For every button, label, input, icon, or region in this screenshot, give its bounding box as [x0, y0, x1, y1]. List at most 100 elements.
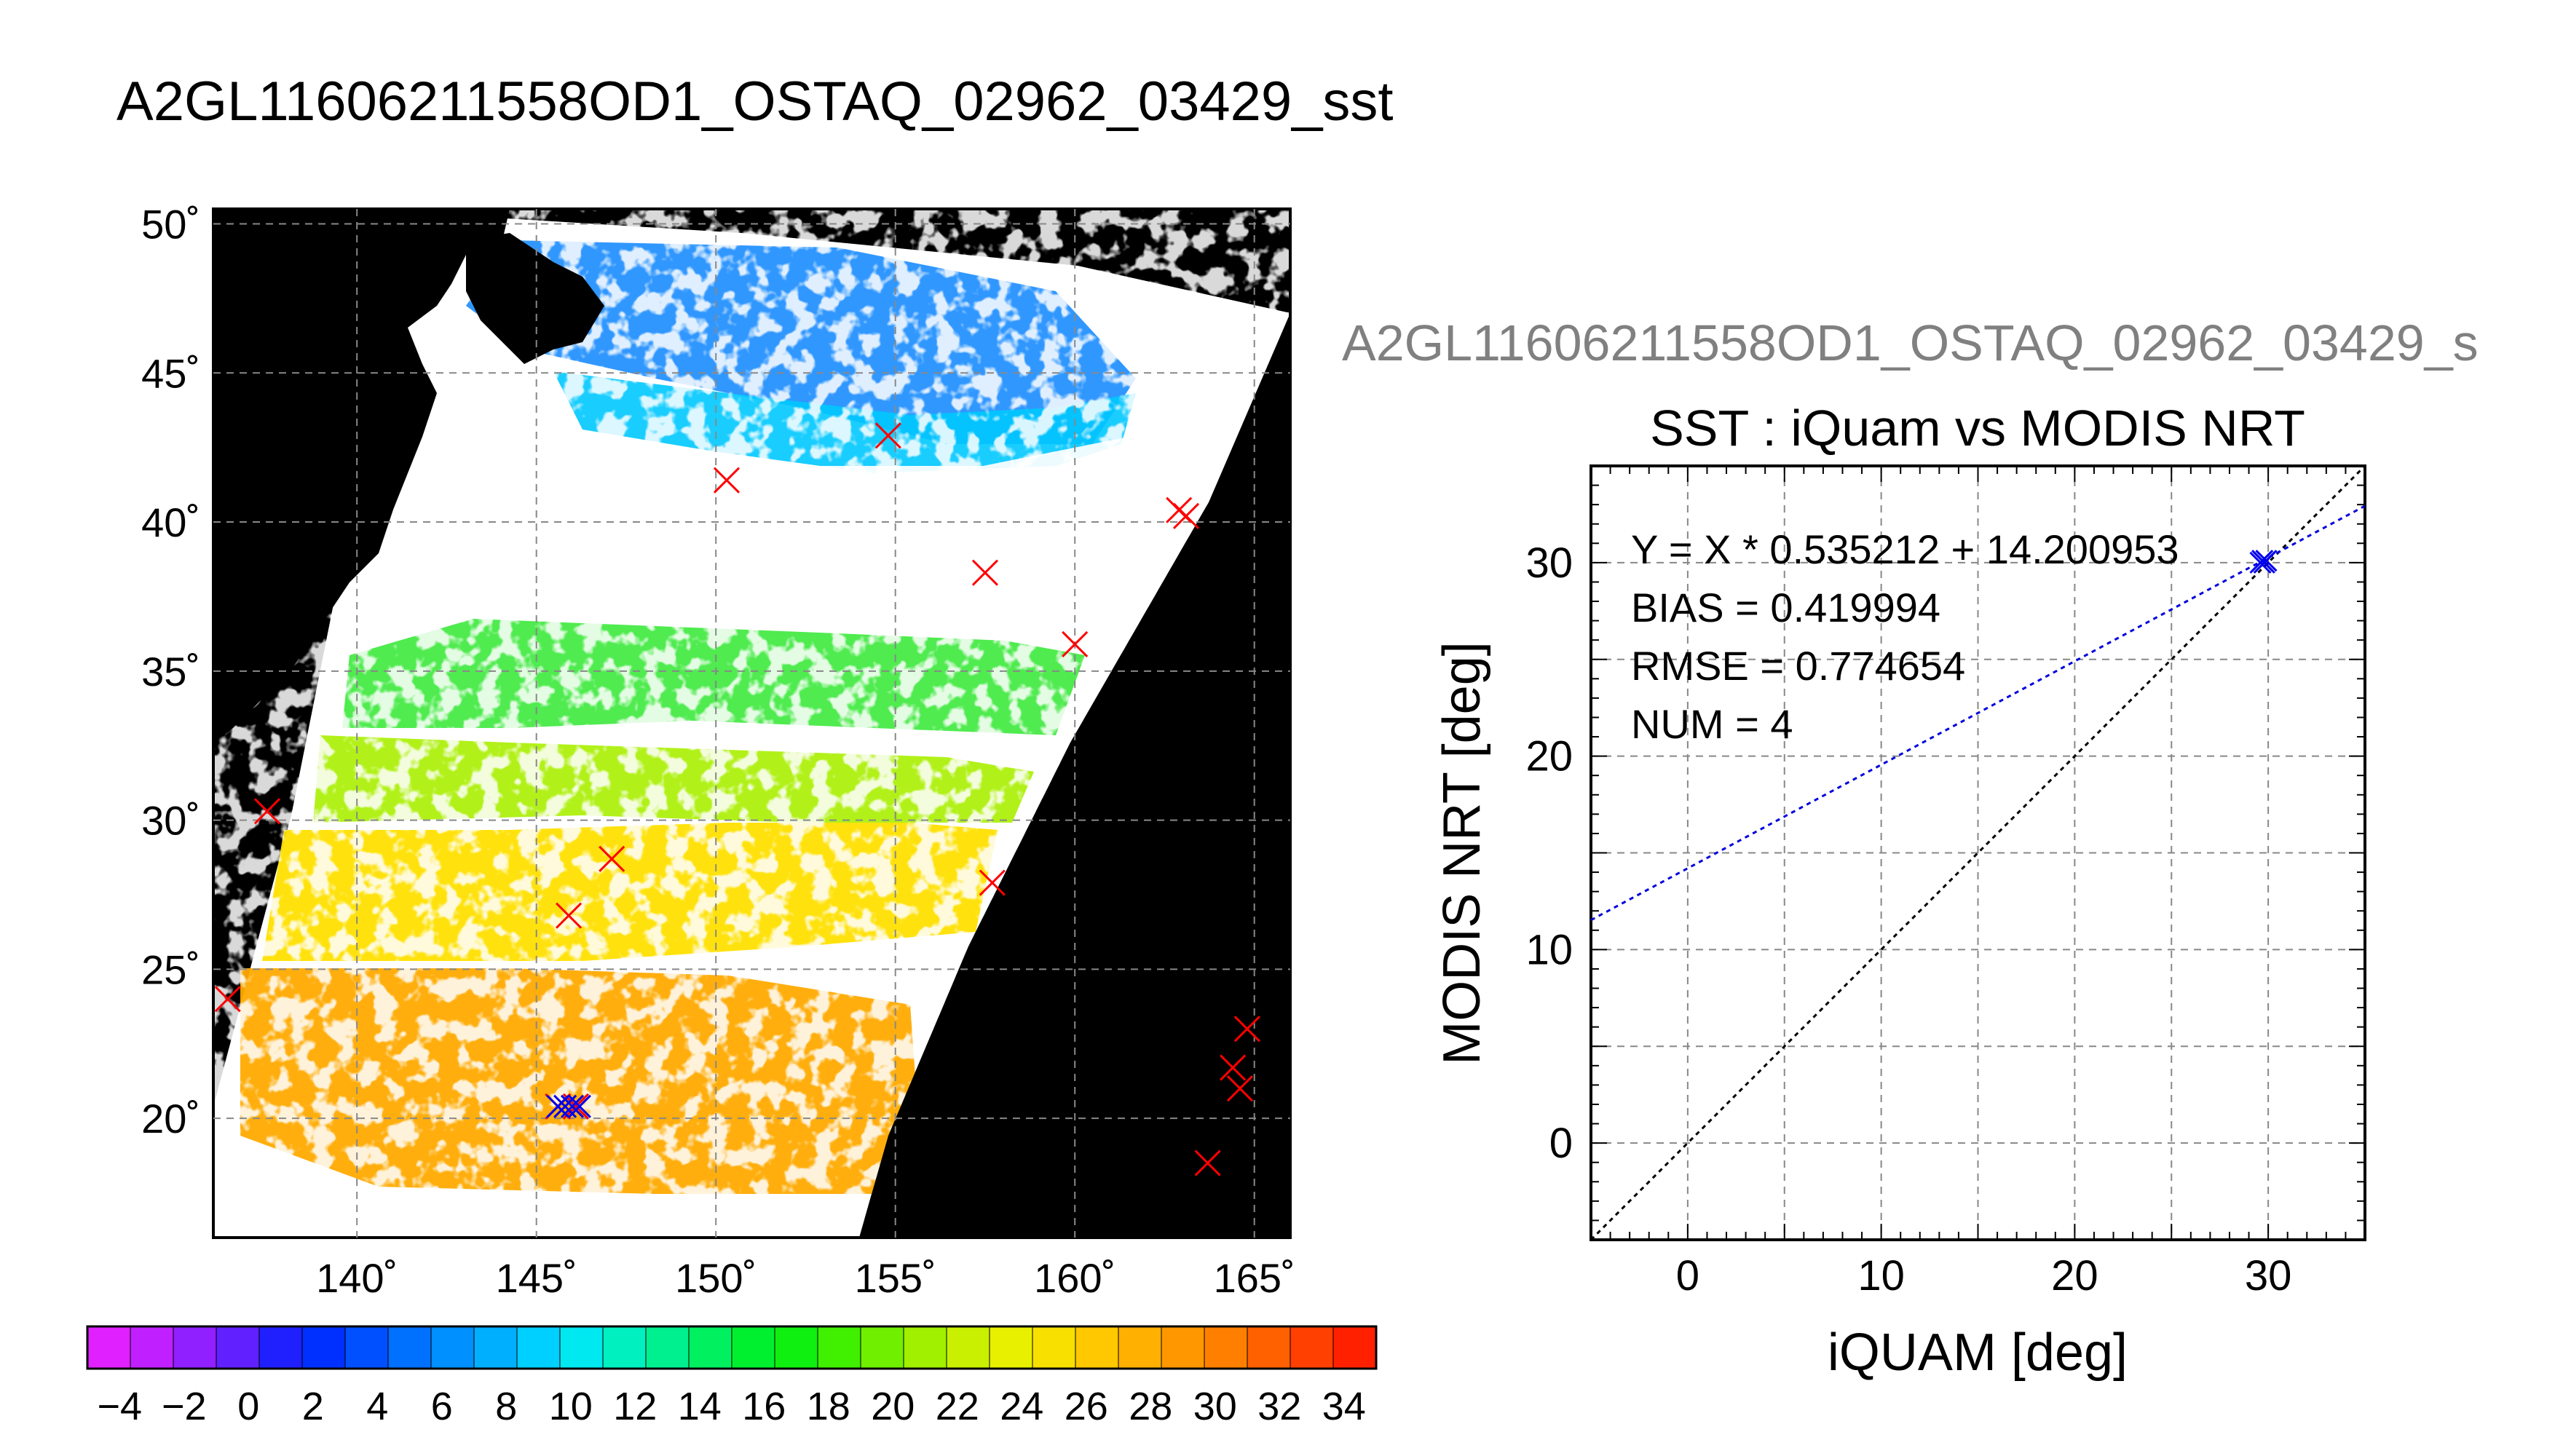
- scatter-stat-line: NUM = 4: [1631, 701, 1793, 747]
- colorbar-tick-label: 10: [549, 1385, 593, 1428]
- scatter-y-tick-label: 10: [1525, 926, 1573, 973]
- scatter-y-tick-label: 30: [1525, 539, 1573, 587]
- scatter-stats: Y = X * 0.535212 + 14.200953 BIAS = 0.419…: [1631, 526, 2179, 747]
- map-y-tick-label: 45˚: [141, 350, 200, 396]
- colorbar-cell: [818, 1326, 861, 1369]
- colorbar-cell: [775, 1326, 818, 1369]
- colorbar-cell: [1247, 1326, 1291, 1369]
- colorbar-cell: [1290, 1326, 1334, 1369]
- map-marker-red: [1194, 1150, 1221, 1176]
- colorbar-tick-labels: −4 −2 0 2 4 6 8 10 12 14 16 18 20 22 24 26 28 30 32 34: [97, 1385, 1365, 1428]
- colorbar-cell: [130, 1326, 174, 1369]
- colorbar-frame: [86, 1325, 1378, 1370]
- map-marker-red: [599, 845, 625, 872]
- colorbar-tick-label: 30: [1193, 1385, 1237, 1428]
- colorbar-tick-label: 24: [1000, 1385, 1043, 1428]
- colorbar-tick-label: 14: [678, 1385, 722, 1428]
- map-x-tick-label: 165˚: [1214, 1255, 1295, 1301]
- sst-map: 140˚ 145˚ 150˚ 155˚ 160˚ 165˚ 20˚ 25˚ 30˚ 35˚ 40˚…: [141, 201, 1295, 1301]
- colorbar-cell: [732, 1326, 775, 1369]
- scatter-point: [2255, 550, 2278, 572]
- y-axis-label: MODIS NRT [deg]: [1433, 641, 1491, 1065]
- map-x-tick-label: 155˚: [855, 1255, 936, 1301]
- scatter-grid: [1590, 465, 2366, 1241]
- map-marker-red: [979, 869, 1006, 896]
- map-marker-red: [971, 559, 999, 586]
- map-marker-red: [1233, 1016, 1260, 1042]
- colorbar-cell: [474, 1326, 518, 1369]
- map-marker-red: [1062, 630, 1089, 658]
- map-marker-red: [1172, 502, 1200, 529]
- colorbar-cell: [517, 1326, 561, 1369]
- colorbar-cell: [560, 1326, 604, 1369]
- map-marker-red: [1226, 1075, 1254, 1102]
- scatter-stat-line: RMSE = 0.774654: [1631, 643, 1965, 689]
- map-grid: [213, 209, 1290, 1238]
- colorbar-cell: [689, 1326, 732, 1369]
- colorbar-tick-label: 12: [613, 1385, 657, 1428]
- map-y-tick-label: 50˚: [141, 201, 200, 247]
- colorbar-cell: [345, 1326, 389, 1369]
- colorbar-cell: [431, 1326, 475, 1369]
- map-y-tick-label: 20˚: [141, 1096, 200, 1142]
- colorbar-cell: [302, 1326, 346, 1369]
- colorbar-cell: [388, 1326, 432, 1369]
- japan-land: [213, 209, 510, 743]
- colorbar-tick-label: 20: [871, 1385, 915, 1428]
- colorbar-tick-label: 8: [495, 1385, 517, 1428]
- scatter-title: SST : iQuam vs MODIS NRT: [1650, 400, 2305, 456]
- map-marker-red: [874, 422, 901, 449]
- scatter-x-tick-label: 20: [2051, 1252, 2098, 1299]
- colorbar-tick-label: 18: [807, 1385, 850, 1428]
- scatter-stat-line: Y = X * 0.535212 + 14.200953: [1631, 526, 2179, 572]
- colorbar-cell: [603, 1326, 647, 1369]
- map-x-tick-label: 145˚: [496, 1255, 577, 1301]
- x-axis-label: iQUAM [deg]: [1828, 1324, 2128, 1382]
- colorbar-cell: [990, 1326, 1033, 1369]
- map-marker-red: [253, 798, 281, 825]
- colorbar-cell: [1032, 1326, 1076, 1369]
- colorbar-cell: [216, 1326, 260, 1369]
- map-x-tick-label: 150˚: [675, 1255, 757, 1301]
- fit-line: [1591, 505, 2365, 922]
- map-marker-red: [214, 986, 241, 1013]
- colorbar-cell: [259, 1326, 303, 1369]
- colorbar-tick-label: 2: [302, 1385, 324, 1428]
- colorbar-cell: [947, 1326, 990, 1369]
- map-x-tick-label: 160˚: [1034, 1255, 1115, 1301]
- colorbar-tick-label: 6: [431, 1385, 453, 1428]
- scatter-stat-line: BIAS = 0.419994: [1631, 585, 1940, 630]
- map-marker-blue: [560, 1094, 585, 1118]
- colorbar-cell: [1204, 1326, 1248, 1369]
- colorbar-cell: [1161, 1326, 1205, 1369]
- map-y-tick-label: 40˚: [141, 499, 200, 545]
- colorbar-cell: [173, 1326, 217, 1369]
- map-markers: [214, 422, 1260, 1176]
- colorbar-tick-label: −4: [97, 1385, 142, 1428]
- colorbar-cell: [904, 1326, 947, 1369]
- colorbar-tick-label: 34: [1322, 1385, 1366, 1428]
- colorbar-tick-label: 26: [1065, 1385, 1108, 1428]
- colorbar-cell: [1118, 1326, 1162, 1369]
- colorbar-cell: [1333, 1326, 1377, 1369]
- colorbar-cells: [87, 1326, 1377, 1369]
- colorbar-tick-label: 4: [366, 1385, 388, 1428]
- subtitle: A2GL11606211558OD1_OSTAQ_02962_03429_s: [1342, 314, 2479, 371]
- colorbar-cell: [646, 1326, 690, 1369]
- colorbar-cell: [87, 1326, 131, 1369]
- colorbar-tick-label: 22: [936, 1385, 979, 1428]
- scatter-points: [2249, 550, 2278, 574]
- colorbar: −4 −2 0 2 4 6 8 10 12 14 16 18 20 22 24 26 28 30 32 34: [86, 1325, 1378, 1428]
- hokkaido-land: [466, 233, 604, 364]
- colorbar-tick-label: −2: [162, 1385, 207, 1428]
- scatter-x-tick-label: 0: [1676, 1252, 1699, 1299]
- map-y-tick-labels: 20˚ 25˚ 30˚ 35˚ 40˚ 45˚ 50˚: [141, 201, 200, 1142]
- scatter-x-tick-labels: 0 10 20 30: [1676, 1252, 2292, 1299]
- scatter-plot: SST : iQuam vs MODIS NRT 0 10 20 30 0 10 20 30…: [1433, 400, 2366, 1382]
- map-x-tick-label: 140˚: [316, 1255, 398, 1301]
- map-marker-red: [713, 467, 741, 494]
- scatter-y-tick-label: 20: [1525, 733, 1573, 780]
- scatter-x-tick-label: 10: [1857, 1252, 1905, 1299]
- map-y-tick-label: 25˚: [141, 946, 200, 992]
